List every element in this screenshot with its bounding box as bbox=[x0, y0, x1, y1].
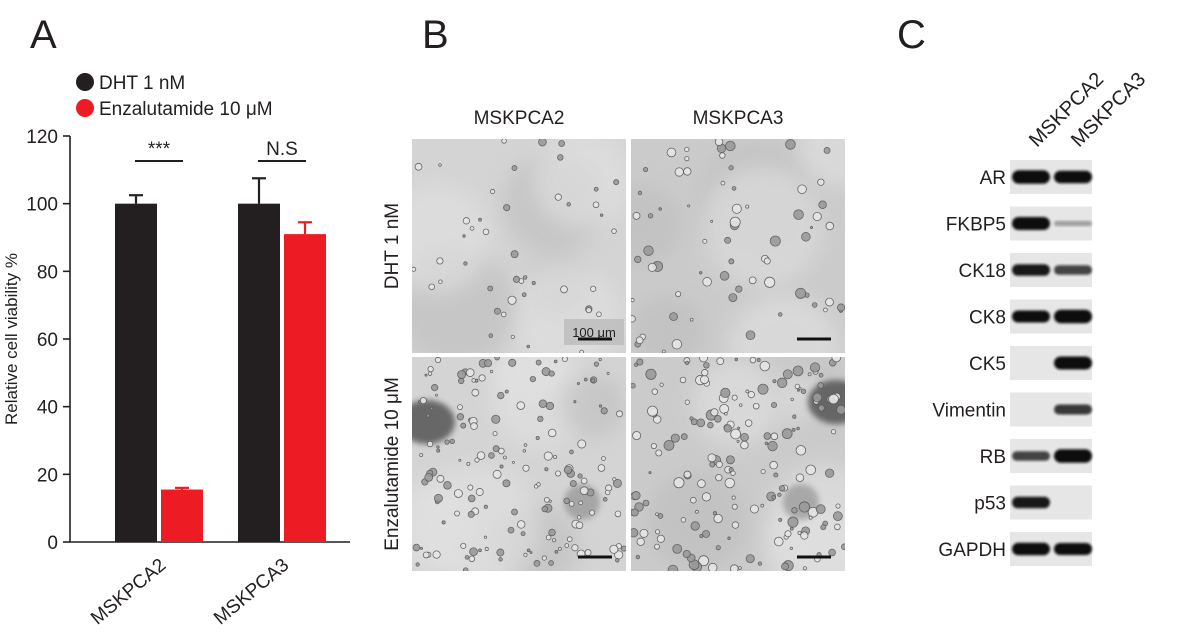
legend-label: DHT 1 nM bbox=[99, 73, 185, 94]
legend-marker bbox=[76, 73, 94, 91]
bar-chart: DHT 1 nM Enzalutamide 10 μM 0 20 40 60 80 100 1… bbox=[2, 73, 350, 629]
significance-label: *** bbox=[148, 139, 171, 160]
panel-label-b: B bbox=[422, 13, 449, 57]
blot-band bbox=[1054, 449, 1092, 463]
x-tick-label: MSKPCA2 bbox=[87, 555, 170, 629]
micro-row-label: DHT 1 nM bbox=[382, 203, 403, 289]
micro-column-label: MSKPCA3 bbox=[693, 108, 784, 129]
micro-image: 100 μm bbox=[412, 139, 626, 353]
blot-band bbox=[1012, 170, 1050, 184]
y-axis-label: Relative cell viability % bbox=[2, 253, 21, 425]
protein-label: GAPDH bbox=[938, 540, 1006, 561]
protein-label: AR bbox=[980, 168, 1006, 189]
blot-band bbox=[1054, 265, 1092, 275]
y-axis: 0 20 40 60 80 100 120 bbox=[26, 127, 350, 554]
scalebar-label-bg bbox=[564, 319, 624, 345]
blot-row: Vimentin bbox=[932, 392, 1092, 427]
blot-band bbox=[1012, 542, 1050, 556]
blot-row: CK18 bbox=[958, 253, 1092, 287]
significance-label: N.S bbox=[266, 139, 298, 160]
western-blot: MSKPCA2MSKPCA3ARFKBP5CK18CK8CK5VimentinR… bbox=[932, 68, 1150, 566]
protein-label: p53 bbox=[974, 494, 1006, 515]
protein-label: FKBP5 bbox=[946, 215, 1006, 236]
y-tick-label: 0 bbox=[47, 533, 58, 554]
y-tick-label: 60 bbox=[37, 330, 58, 351]
y-tick-label: 40 bbox=[37, 398, 58, 419]
blot-row: CK8 bbox=[969, 299, 1092, 334]
bar bbox=[284, 234, 326, 542]
microscopy-grid: MSKPCA2 MSKPCA3 DHT 1 nM Enzalutamide 10 μM… bbox=[382, 108, 845, 571]
blot-row: FKBP5 bbox=[946, 206, 1092, 241]
protein-label: RB bbox=[980, 447, 1006, 468]
blot-band bbox=[1012, 310, 1050, 323]
blot-band bbox=[1012, 217, 1050, 230]
legend-label: Enzalutamide 10 μM bbox=[99, 99, 273, 120]
blot-band bbox=[1054, 356, 1092, 370]
blot-band bbox=[1054, 404, 1092, 415]
panel-label-a: A bbox=[30, 13, 57, 57]
x-tick-label: MSKPCA3 bbox=[210, 555, 293, 629]
y-tick-label: 100 bbox=[26, 195, 58, 216]
micro-image bbox=[631, 139, 845, 353]
blot-band bbox=[1054, 543, 1092, 555]
blot-row: RB bbox=[980, 439, 1092, 473]
y-tick-label: 20 bbox=[37, 465, 58, 486]
protein-label: Vimentin bbox=[932, 401, 1006, 422]
x-axis: MSKPCA2 MSKPCA3 bbox=[87, 555, 293, 629]
bar bbox=[161, 489, 203, 542]
protein-label: CK5 bbox=[969, 354, 1006, 375]
blot-row: p53 bbox=[974, 485, 1092, 520]
bar bbox=[238, 203, 280, 542]
blot-row: AR bbox=[980, 160, 1092, 194]
y-tick-label: 80 bbox=[37, 262, 58, 283]
protein-label: CK18 bbox=[958, 261, 1006, 282]
panel-label-c: C bbox=[897, 13, 926, 57]
legend-marker bbox=[76, 99, 94, 117]
micro-image bbox=[631, 357, 845, 571]
micro-image bbox=[412, 357, 626, 571]
blot-row: CK5 bbox=[969, 346, 1092, 380]
micro-column-label: MSKPCA2 bbox=[474, 108, 565, 129]
blot-band bbox=[1012, 264, 1050, 276]
bar bbox=[115, 203, 157, 542]
bars: *** N.S bbox=[115, 139, 326, 542]
blot-band bbox=[1012, 496, 1050, 509]
scalebar-label: 100 μm bbox=[572, 325, 616, 340]
micro-row-label: Enzalutamide 10 μM bbox=[382, 377, 403, 551]
y-tick-label: 120 bbox=[26, 127, 58, 148]
blot-band bbox=[1054, 220, 1092, 227]
chart-legend: DHT 1 nM Enzalutamide 10 μM bbox=[76, 73, 273, 120]
blot-band bbox=[1054, 309, 1092, 324]
blot-row: GAPDH bbox=[938, 532, 1092, 566]
blot-band bbox=[1012, 451, 1050, 461]
protein-label: CK8 bbox=[969, 308, 1006, 329]
blot-band bbox=[1054, 170, 1092, 184]
